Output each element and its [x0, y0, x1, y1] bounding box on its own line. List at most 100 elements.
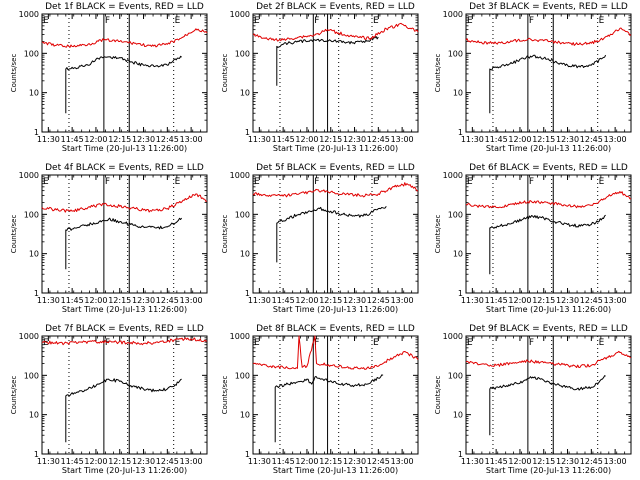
chart-panel-8: Det 8f BLACK = Events, RED = LLD11010010… — [221, 324, 418, 475]
event-marker-label: E — [599, 338, 605, 348]
x-tick-label: 13:00 — [604, 296, 627, 305]
x-tick-label: 12:00 — [508, 457, 531, 466]
series-line-lld — [253, 183, 418, 197]
plot-frame — [253, 336, 418, 454]
y-axis-label: Counts/sec — [221, 376, 229, 415]
y-axis-label: Counts/sec — [221, 54, 229, 93]
x-tick-label: 12:45 — [367, 296, 390, 305]
x-tick-label: 13:00 — [391, 135, 414, 144]
x-tick-label: 11:45 — [485, 457, 508, 466]
x-tick-label: 11:30 — [461, 135, 484, 144]
event-marker-label: E — [467, 338, 473, 348]
event-marker-label: F — [529, 16, 534, 26]
x-tick-label: 13:00 — [391, 457, 414, 466]
chart-panel-2: Det 2f BLACK = Events, RED = LLD 1 10 100 10… — [221, 2, 418, 153]
series-line-lld — [42, 29, 207, 48]
x-tick-label: 11:45 — [485, 296, 508, 305]
x-tick-label: 13:00 — [180, 457, 203, 466]
x-axis-label: Start Time (20-Jul-13 11:26:00) — [273, 305, 398, 314]
event-marker-label: E — [599, 177, 605, 187]
series-line-events — [490, 215, 606, 274]
x-tick-label: 12:45 — [156, 296, 179, 305]
x-axis-label: Start Time (20-Jul-13 11:26:00) — [486, 466, 611, 475]
x-tick-label: 12:30 — [132, 296, 155, 305]
x-tick-label: 12:45 — [580, 457, 603, 466]
y-tick-label: 1000 — [443, 10, 463, 19]
plot-frame — [253, 175, 418, 293]
series-line-lld — [253, 23, 418, 41]
event-marker-label: E — [254, 177, 260, 187]
x-tick-label: 12:15 — [319, 135, 342, 144]
series-line-events — [66, 218, 182, 269]
y-tick-label: 100 — [235, 210, 250, 219]
x-tick-label: 12:15 — [532, 457, 555, 466]
x-tick-label: 12:45 — [580, 296, 603, 305]
panel-title: Det 9f BLACK = Events, RED = LLD — [469, 324, 628, 334]
chart-panel-6: Det 6f BLACK = Events, RED = LLD11010010… — [434, 163, 631, 314]
y-tick-label: 1000 — [19, 332, 39, 341]
x-tick-label: 12:15 — [319, 296, 342, 305]
x-tick-label: 12:00 — [508, 296, 531, 305]
detector-lightcurve-grid: Det 1f BLACK = Events, RED = LLD 1 10 100 10… — [0, 0, 640, 480]
x-axis-label: Start Time (20-Jul-13 11:26:00) — [62, 305, 187, 314]
event-marker-label: E — [467, 16, 473, 26]
y-tick-label: 1000 — [230, 171, 250, 180]
x-tick-label: 12:45 — [367, 135, 390, 144]
y-tick-label: 100 — [448, 49, 463, 58]
y-tick-label: 100 — [235, 371, 250, 380]
x-tick-label: 12:15 — [532, 135, 555, 144]
chart-panel-7: Det 7f BLACK = Events, RED = LLD11010010… — [10, 324, 207, 475]
event-marker-label: E — [373, 177, 379, 187]
series-line-events — [490, 55, 606, 113]
x-tick-label: 12:15 — [532, 296, 555, 305]
y-tick-label: 1000 — [443, 332, 463, 341]
series-line-lld — [253, 336, 418, 369]
chart-panel-3: Det 3f BLACK = Events, RED = LLD11010010… — [434, 2, 631, 153]
event-marker-label: F — [529, 338, 534, 348]
x-tick-label: 11:30 — [248, 135, 271, 144]
x-axis-label: Start Time (20-Jul-13 11:26:00) — [273, 144, 398, 153]
x-tick-label: 12:30 — [132, 457, 155, 466]
series-line-events — [275, 375, 383, 442]
event-marker-label: F — [105, 16, 110, 26]
panel-title: Det 3f BLACK = Events, RED = LLD — [469, 2, 628, 12]
series-line-events — [277, 206, 387, 262]
y-axis-label: Counts/sec — [10, 215, 18, 254]
x-tick-label: 12:30 — [556, 296, 579, 305]
x-tick-label: 12:00 — [508, 135, 531, 144]
series-line-lld — [42, 338, 207, 345]
y-tick-label: 1000 — [230, 10, 250, 19]
x-tick-label: 12:45 — [156, 135, 179, 144]
event-marker-label: E — [373, 16, 379, 26]
event-marker-label: E — [175, 16, 181, 26]
y-tick-label: 10 — [240, 89, 250, 98]
chart-panel-5: Det 5f BLACK = Events, RED = LLD 1 10 100 10… — [221, 163, 418, 314]
event-marker-label: F — [105, 177, 110, 187]
panel-title: Det 4f BLACK = Events, RED = LLD — [45, 163, 204, 173]
x-tick-label: 12:15 — [319, 457, 342, 466]
x-tick-label: 12:00 — [84, 296, 107, 305]
event-marker-label: E — [175, 177, 181, 187]
y-tick-label: 100 — [235, 49, 250, 58]
x-tick-label: 12:30 — [556, 135, 579, 144]
y-tick-label: 100 — [24, 210, 39, 219]
x-tick-label: 12:15 — [108, 135, 131, 144]
y-axis-label: Counts/sec — [434, 215, 442, 254]
x-tick-label: 11:45 — [61, 296, 84, 305]
x-tick-label: 12:45 — [367, 457, 390, 466]
plot-frame — [42, 175, 207, 293]
series-line-lld — [42, 194, 207, 212]
panel-title: Det 2f BLACK = Events, RED = LLD — [256, 2, 415, 12]
x-tick-label: 12:45 — [580, 135, 603, 144]
y-axis-label: Counts/sec — [10, 54, 18, 93]
x-tick-label: 12:00 — [295, 135, 318, 144]
y-tick-label: 1000 — [443, 171, 463, 180]
x-axis-label: Start Time (20-Jul-13 11:26:00) — [62, 144, 187, 153]
event-marker-label: E — [467, 177, 473, 187]
y-axis-label: Counts/sec — [221, 215, 229, 254]
y-tick-label: 10 — [240, 250, 250, 259]
plot-frame — [253, 14, 418, 132]
x-axis-label: Start Time (20-Jul-13 11:26:00) — [486, 305, 611, 314]
event-marker-label: F — [529, 177, 534, 187]
y-tick-label: 10 — [29, 89, 39, 98]
